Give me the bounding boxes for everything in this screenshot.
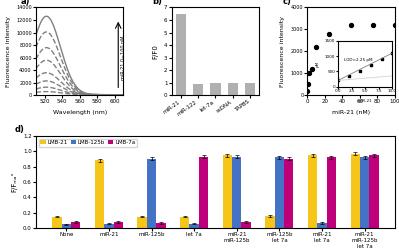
- Text: miR-21 0~100 nM: miR-21 0~100 nM: [121, 35, 126, 80]
- Bar: [241, 222, 251, 228]
- Bar: [199, 157, 208, 228]
- Point: [392, 23, 398, 27]
- Point: [370, 23, 376, 27]
- Bar: [223, 155, 232, 228]
- Bar: [114, 222, 123, 228]
- Bar: [360, 157, 369, 228]
- Bar: [193, 84, 203, 95]
- Bar: [176, 14, 186, 95]
- X-axis label: Wavelength (nm): Wavelength (nm): [53, 110, 107, 115]
- Bar: [317, 223, 327, 228]
- Bar: [138, 217, 147, 228]
- Bar: [52, 217, 61, 228]
- Bar: [147, 159, 156, 228]
- Bar: [61, 224, 71, 228]
- Point: [304, 89, 310, 93]
- Bar: [210, 83, 221, 95]
- Bar: [227, 83, 238, 95]
- Point: [313, 45, 319, 49]
- Text: d): d): [14, 125, 24, 134]
- Point: [306, 71, 312, 75]
- Point: [308, 67, 315, 71]
- Bar: [71, 222, 80, 228]
- Bar: [351, 154, 360, 228]
- Point: [348, 23, 354, 27]
- Bar: [232, 157, 241, 228]
- Text: b): b): [152, 0, 162, 6]
- Y-axis label: Fluorescence intensity: Fluorescence intensity: [6, 16, 10, 87]
- Bar: [265, 216, 275, 228]
- Text: c): c): [283, 0, 292, 6]
- Bar: [95, 160, 104, 228]
- Point: [326, 32, 332, 36]
- Bar: [104, 223, 114, 228]
- Bar: [156, 223, 166, 228]
- Bar: [180, 217, 190, 228]
- X-axis label: miR-21 (nM): miR-21 (nM): [332, 110, 370, 115]
- Bar: [245, 83, 255, 95]
- Bar: [284, 159, 293, 228]
- Y-axis label: Fluorescence intensity: Fluorescence intensity: [280, 16, 285, 87]
- Text: a): a): [20, 0, 30, 6]
- Legend: LMB-21, LMB-125b, LMB-7a: LMB-21, LMB-125b, LMB-7a: [39, 139, 137, 147]
- Bar: [275, 157, 284, 228]
- Bar: [369, 155, 379, 228]
- Point: [305, 82, 312, 86]
- Bar: [308, 155, 317, 228]
- Y-axis label: F/F0: F/F0: [152, 44, 158, 59]
- Y-axis label: F/Fₘₐˣ: F/Fₘₐˣ: [12, 172, 18, 192]
- Bar: [327, 157, 336, 228]
- Bar: [190, 223, 199, 228]
